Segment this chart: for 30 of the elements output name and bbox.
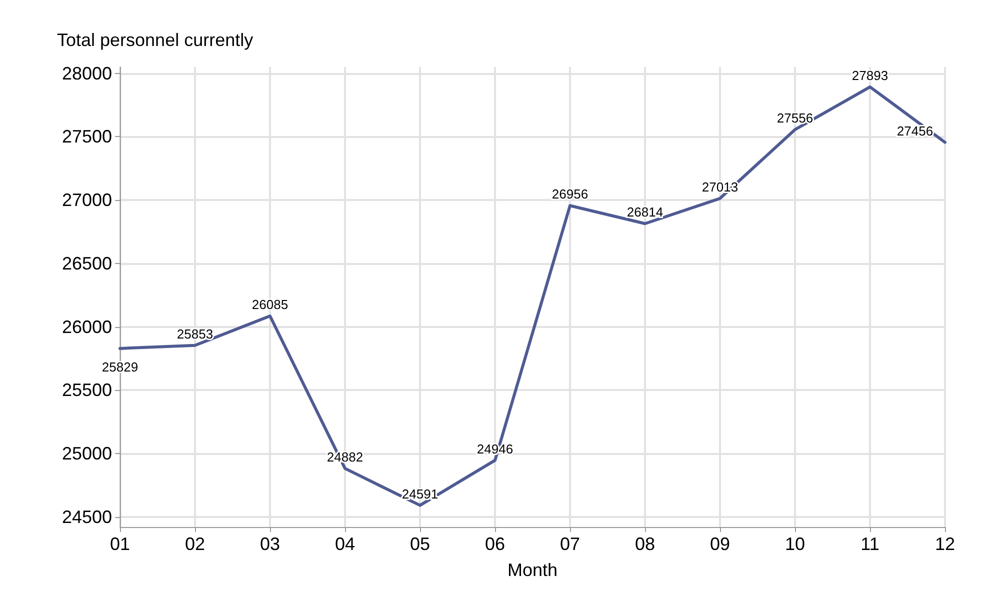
x-tick-label: 09 <box>710 534 730 554</box>
data-label: 24591 <box>402 486 438 502</box>
y-tick-label: 24500 <box>62 506 112 527</box>
y-tick-label: 28000 <box>62 63 112 84</box>
data-label: 25853 <box>176 326 214 342</box>
x-axis-title: Month <box>507 560 558 580</box>
x-tick-label: 05 <box>410 534 430 554</box>
y-tick-label: 25500 <box>62 380 112 400</box>
x-tick-label: 07 <box>560 534 580 554</box>
x-tick-label: 08 <box>634 534 656 554</box>
y-tick-label: 27000 <box>62 190 112 210</box>
data-label: 27893 <box>852 68 888 83</box>
y-tick-label: 26500 <box>62 253 112 274</box>
x-tick-label: 10 <box>784 534 806 554</box>
x-tick-label: 11 <box>860 534 880 554</box>
data-label: 26085 <box>252 297 288 312</box>
y-tick-label: 27500 <box>62 126 112 147</box>
x-tick-label: 02 <box>184 534 206 554</box>
data-label: 26956 <box>552 186 588 202</box>
x-tick-label: 01 <box>110 534 130 554</box>
y-axis-title: Total personnel currently <box>57 30 254 50</box>
x-tick-label: 06 <box>484 534 506 554</box>
y-tick-label: 25000 <box>62 444 112 464</box>
data-label: 26814 <box>626 204 664 220</box>
data-label: 27556 <box>776 110 814 126</box>
x-tick-label: 03 <box>260 534 280 554</box>
x-tick-label: 04 <box>334 534 356 554</box>
data-label: 25829 <box>102 359 138 374</box>
y-tick-label: 26000 <box>62 316 112 337</box>
x-tick-label: 12 <box>934 534 956 554</box>
